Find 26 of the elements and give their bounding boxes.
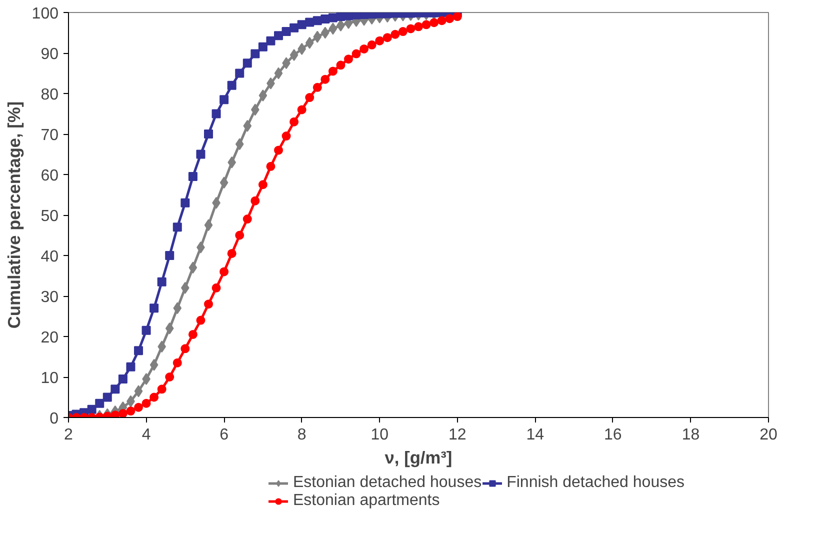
y-tick-label: 70	[40, 127, 59, 144]
y-tick-label: 30	[40, 289, 59, 306]
x-tick-label: 18	[682, 426, 700, 444]
y-tick-label: 0	[50, 410, 59, 428]
y-axis-title: Cumulative percentage, [%]	[4, 101, 24, 329]
y-tick-label: 100	[32, 6, 59, 22]
y-tick-label: 90	[40, 46, 59, 63]
x-tick-label: 8	[297, 426, 306, 444]
x-tick-label: 20	[760, 426, 778, 444]
y-tick-label: 50	[40, 208, 59, 225]
legend-label: Estonian detached houses	[293, 474, 482, 492]
x-tick-label: 4	[142, 426, 151, 444]
y-tick-label: 80	[40, 86, 59, 104]
y-tick-label: 60	[40, 168, 59, 184]
x-tick-label: 2	[64, 426, 74, 444]
x-tick-label: 10	[370, 426, 389, 444]
y-tick-label: 10	[40, 370, 59, 387]
x-axis-title: ν, [g/m³]	[384, 448, 452, 468]
x-tick-label: 6	[220, 426, 229, 444]
x-tick-label: 14	[526, 426, 544, 444]
legend-label: Estonian apartments	[293, 492, 440, 510]
legend-label: Finnish detached houses	[506, 474, 684, 492]
x-tick-label: 16	[604, 426, 622, 444]
x-tick-label: 12	[448, 426, 466, 444]
y-tick-label: 20	[40, 330, 59, 346]
y-tick-label: 40	[40, 248, 59, 266]
